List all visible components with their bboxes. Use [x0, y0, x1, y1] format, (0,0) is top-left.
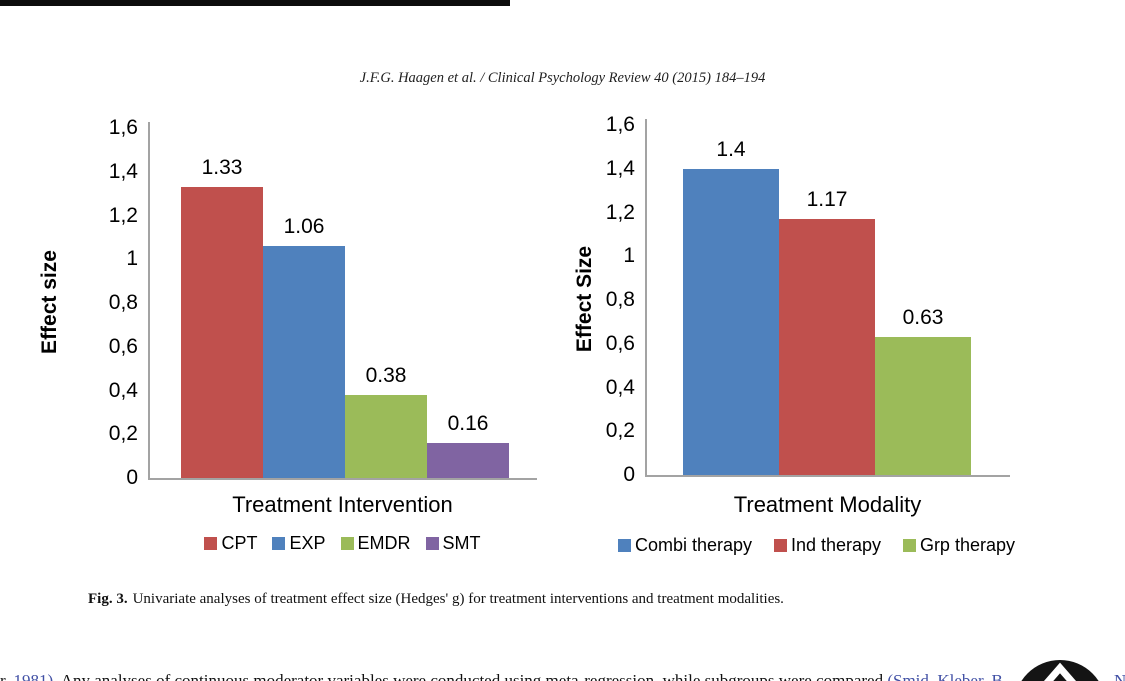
- x-axis-title: Treatment Modality: [733, 492, 922, 517]
- y-tick-label: 1: [126, 247, 138, 271]
- legend: CPT EXP EMDR SMT: [148, 533, 537, 554]
- body-text-clipped: r, 1981). Any analyses of continuous mod…: [0, 671, 1125, 681]
- y-tick-label: 1,6: [605, 113, 635, 136]
- legend-label: SMT: [442, 533, 481, 553]
- legend-item-smt: SMT: [425, 533, 481, 554]
- bar-value-label: 0.63: [902, 306, 944, 330]
- y-tick-label: 0: [126, 466, 138, 489]
- legend-label: Combi therapy: [635, 535, 753, 555]
- y-axis-line: [645, 119, 647, 476]
- y-tick-label: 1,2: [605, 200, 635, 224]
- y-tick-label: 0,2: [605, 419, 635, 443]
- bar-exp: [263, 246, 345, 478]
- y-tick-label: 0,8: [605, 288, 635, 311]
- legend-label: Ind therapy: [790, 535, 882, 555]
- bar-emdr: [345, 394, 427, 478]
- bar-grp-therapy: [875, 337, 971, 475]
- bar-value-label: 1.33: [201, 156, 243, 180]
- legend-marker: [340, 537, 354, 550]
- legend-marker: [902, 539, 916, 552]
- body-text-fragment-left: r,: [0, 671, 10, 681]
- legend-item-ind-therapy: Ind therapy: [773, 535, 882, 556]
- bar-ind-therapy: [779, 219, 875, 475]
- y-axis-line: [148, 122, 150, 479]
- bar-value-label: 1.4: [716, 137, 746, 161]
- legend-item-cpt: CPT: [204, 533, 257, 554]
- x-axis-line: [148, 478, 537, 480]
- legend-item-exp: EXP: [272, 533, 326, 554]
- scroll-to-top-button[interactable]: [1013, 659, 1107, 681]
- bar-value-label: 0.16: [447, 412, 489, 435]
- y-tick-label: 0: [623, 463, 635, 486]
- legend-marker: [425, 537, 439, 550]
- y-tick-label: 1,4: [605, 156, 635, 180]
- y-tick-label: 0,8: [108, 291, 138, 314]
- figure-caption-text: Univariate analyses of treatment effect …: [132, 591, 784, 607]
- running-head: J.F.G. Haagen et al. / Clinical Psycholo…: [359, 70, 766, 86]
- x-axis-title: Treatment Intervention: [232, 492, 453, 517]
- bar-value-label: 1.17: [806, 188, 848, 212]
- legend-label: EMDR: [357, 533, 411, 553]
- bar-value-label: 0.38: [365, 363, 407, 387]
- legend-marker: [272, 537, 286, 550]
- y-tick-label: 1,4: [108, 159, 138, 183]
- body-text-middle: Any analyses of continuous moderator var…: [60, 671, 884, 681]
- y-tick-label: 0,6: [605, 331, 635, 355]
- y-tick-label: 0,4: [108, 378, 138, 402]
- y-tick-label: 0,2: [108, 422, 138, 446]
- figure-caption: Fig. 3. Univariate analyses of treatment …: [88, 591, 1088, 608]
- bar-cpt: [181, 187, 263, 478]
- citation-link-authors[interactable]: (Smid, Kleber, B: [887, 671, 1003, 681]
- legend-label: CPT: [221, 533, 258, 553]
- bar-combi-therapy: [683, 168, 779, 475]
- legend-label: EXP: [289, 533, 326, 553]
- y-tick-label: 1: [623, 244, 635, 268]
- legend-marker: [618, 539, 631, 552]
- legend-item-emdr: EMDR: [340, 533, 411, 554]
- y-tick-label: 1,6: [108, 116, 138, 139]
- body-text-fragment-right: N: [1114, 671, 1125, 681]
- top-edge-bar: [0, 0, 510, 6]
- chevron-up-icon: [1043, 662, 1077, 681]
- bar-value-label: 1.06: [283, 215, 325, 239]
- legend-item-grp-therapy: Grp therapy: [902, 535, 1015, 556]
- legend-label: Grp therapy: [919, 535, 1015, 555]
- y-tick-label: 0,4: [605, 375, 635, 399]
- figure-caption-label: Fig. 3.: [88, 591, 128, 607]
- legend-marker: [204, 537, 218, 550]
- bar-smt: [427, 443, 509, 478]
- y-axis-title: Effect Size: [573, 245, 596, 353]
- citation-link-year[interactable]: 1981).: [13, 671, 58, 681]
- y-tick-label: 1,2: [108, 203, 138, 227]
- legend-item-combi-therapy: Combi therapy: [618, 535, 752, 556]
- legend-marker: [773, 539, 787, 552]
- legend: Combi therapy Ind therapy Grp therapy: [618, 535, 1015, 556]
- y-tick-label: 0,6: [108, 334, 138, 358]
- x-axis-line: [645, 475, 1010, 477]
